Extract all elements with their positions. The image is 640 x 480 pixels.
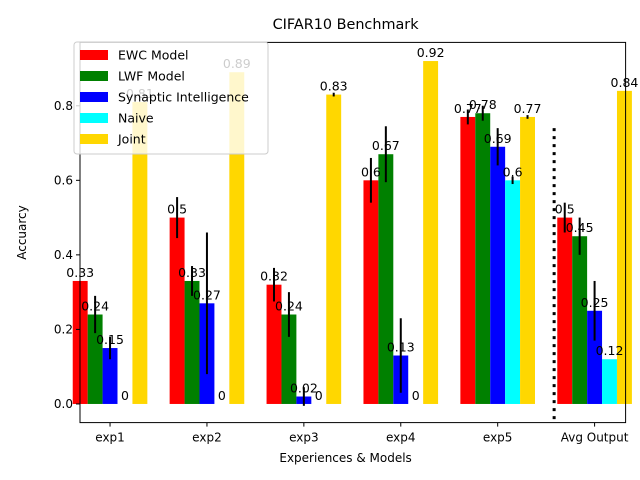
bar	[460, 116, 476, 404]
bar	[475, 113, 491, 404]
error-bar-group	[94, 92, 596, 406]
legend-swatch	[80, 134, 108, 144]
x-tick-label: exp2	[192, 431, 222, 445]
data-label: 0.12	[596, 343, 624, 358]
legend-box	[73, 41, 269, 155]
legend-label: Synaptic Intelligence	[118, 90, 249, 105]
bar	[281, 314, 297, 404]
data-label: 0	[412, 388, 420, 403]
data-label: 0.15	[96, 332, 124, 347]
legend-label: Naive	[118, 111, 154, 126]
y-tick-label: 0.2	[54, 322, 73, 336]
bar	[602, 359, 617, 404]
legend-swatch	[80, 92, 108, 102]
bar	[326, 94, 342, 404]
x-tick-label: exp3	[289, 431, 319, 445]
bar	[102, 348, 118, 404]
data-label: 0.78	[469, 97, 497, 112]
data-label: 0.45	[566, 220, 594, 235]
bar	[572, 236, 588, 404]
y-tick-label: 0.4	[54, 248, 73, 262]
data-label: 0.69	[484, 131, 512, 146]
data-label: 0.6	[503, 164, 523, 179]
y-axis: 0.0 0.2 0.4 0.6 0.8	[54, 99, 80, 411]
x-axis-label: Experiences & Models	[279, 451, 411, 465]
legend-swatch	[80, 71, 108, 81]
x-tick-label: exp4	[386, 431, 416, 445]
legend: EWC Model LWF Model Synaptic Intelligence N…	[73, 41, 269, 155]
bar	[378, 154, 394, 404]
legend-swatch	[80, 113, 108, 123]
y-tick-label: 0.0	[54, 397, 73, 411]
data-label: 0.24	[81, 299, 109, 314]
bar	[616, 90, 632, 404]
data-label: 0.84	[611, 75, 639, 90]
chart-title: CIFAR10 Benchmark	[273, 17, 420, 33]
x-tick-label: exp5	[483, 431, 513, 445]
bar	[490, 146, 506, 404]
data-label: 0.32	[260, 269, 288, 284]
legend-label: LWF Model	[118, 69, 185, 84]
data-label: 0.5	[555, 202, 575, 217]
bar	[169, 217, 185, 404]
data-label: 0.25	[581, 295, 609, 310]
data-label: 0	[121, 388, 129, 403]
bar	[505, 180, 521, 404]
data-label: 0.02	[290, 381, 318, 396]
data-label: 0.67	[372, 138, 400, 153]
x-tick-label: Avg Output	[561, 431, 629, 445]
data-label: 0.83	[320, 79, 348, 94]
data-label: 0.13	[387, 340, 415, 355]
bar	[423, 61, 439, 404]
bar	[363, 180, 379, 404]
legend-label: EWC Model	[118, 48, 189, 63]
bar-group	[72, 61, 632, 404]
y-axis-label: Accuarcy	[15, 205, 29, 260]
data-label: 0.92	[417, 45, 445, 60]
bar	[557, 217, 573, 404]
data-label-group: 0.330.50.320.60.770.50.240.330.240.670.7…	[66, 45, 638, 403]
data-label: 0.24	[275, 299, 303, 314]
data-label: 0.77	[454, 101, 482, 116]
x-tick-label: exp1	[95, 431, 125, 445]
bar	[87, 314, 103, 404]
bar	[266, 284, 282, 404]
data-label: 0.27	[193, 287, 221, 302]
bar	[520, 116, 535, 404]
data-label: 0.33	[178, 265, 206, 280]
bar	[587, 310, 603, 404]
data-label: 0.6	[361, 164, 381, 179]
legend-swatch	[80, 50, 108, 60]
y-tick-label: 0.8	[54, 99, 73, 113]
legend-label: Joint	[117, 132, 146, 147]
data-label: 0	[218, 388, 226, 403]
plot-border	[79, 41, 627, 424]
data-label: 0	[315, 388, 323, 403]
x-axis: exp1 exp2 exp3 exp4 exp5 Avg Output	[95, 422, 629, 445]
bar	[184, 280, 200, 404]
bar	[132, 102, 148, 404]
data-label: 0.77	[514, 101, 542, 116]
data-label: 0.5	[167, 202, 187, 217]
y-tick-label: 0.6	[54, 173, 73, 187]
bar	[229, 72, 245, 404]
